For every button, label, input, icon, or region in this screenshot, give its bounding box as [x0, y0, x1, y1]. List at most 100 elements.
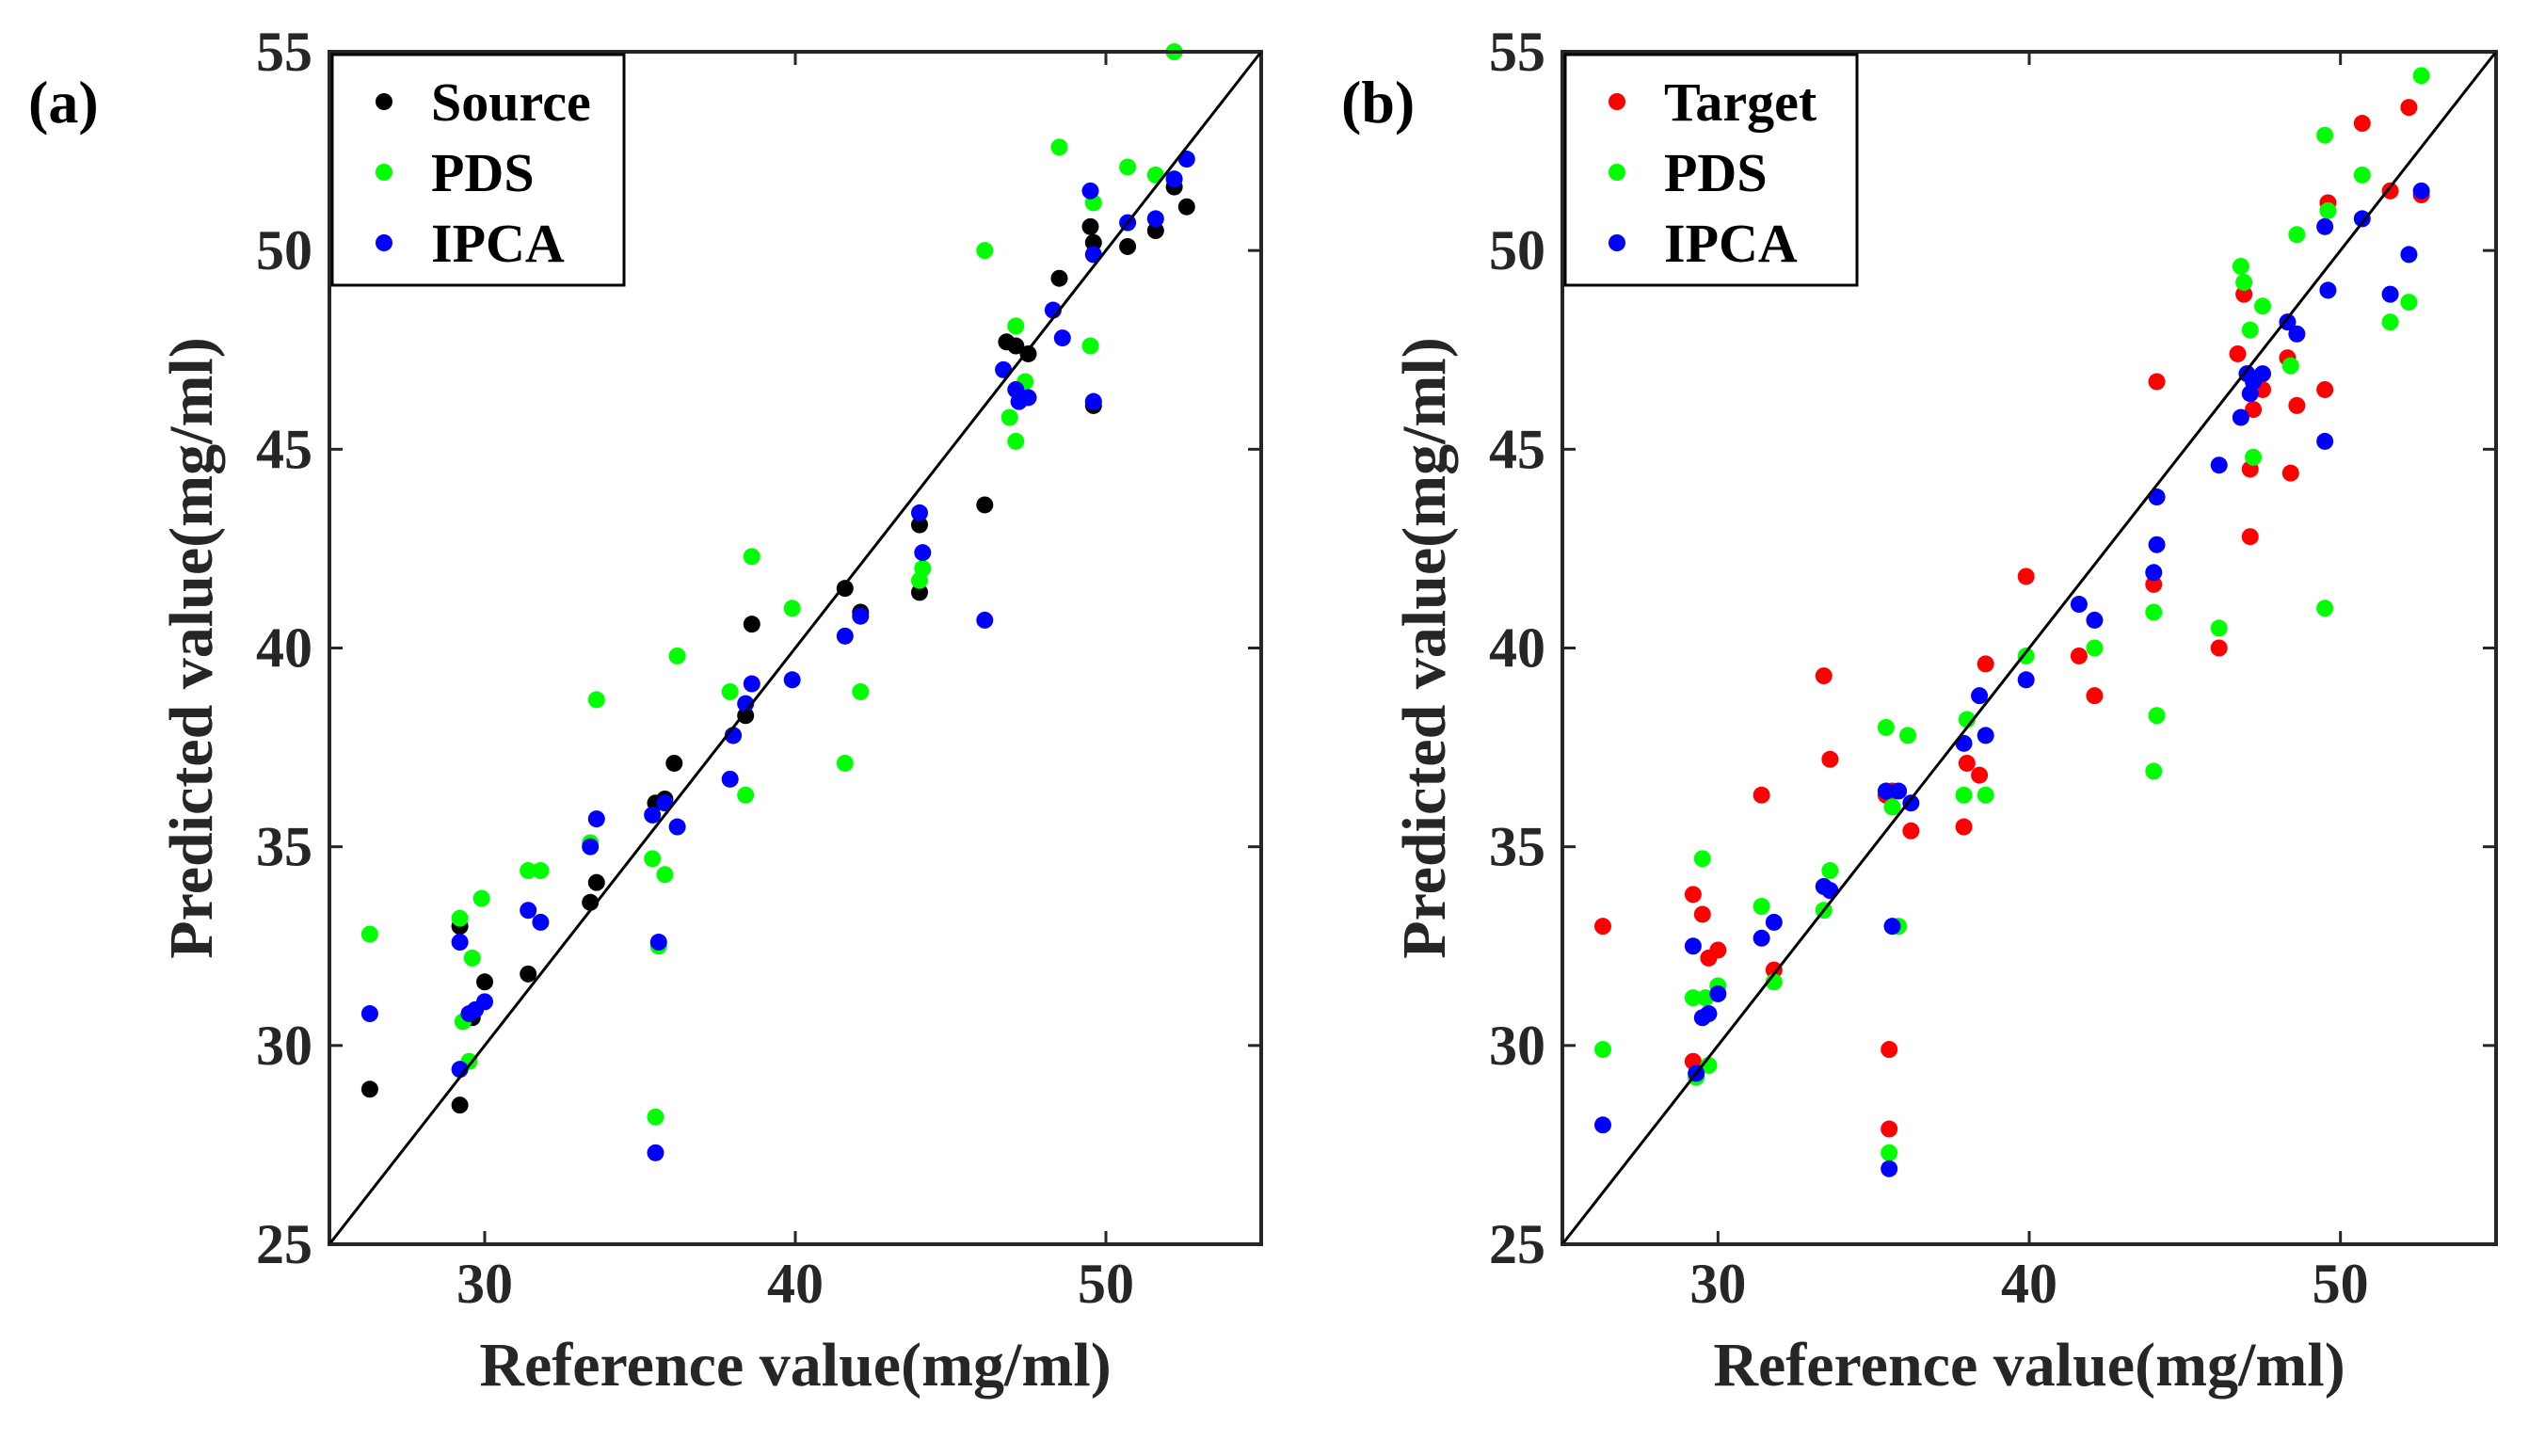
panel-a-legend-marker-pds: [376, 164, 392, 181]
panel-a-point-ipca-7: [532, 913, 550, 931]
panel-b-point-target-33: [2288, 396, 2306, 414]
panel-a-point-pds-1: [451, 909, 469, 927]
panel-a-point-source-17: [911, 584, 928, 601]
panel-b-point-target-36: [2353, 115, 2371, 133]
panel-a-point-source-12: [737, 707, 755, 725]
panel-b-point-pds-12: [1881, 1144, 1898, 1161]
panel-a-point-pds-11: [647, 1108, 664, 1126]
panel-a-x-tick-label-30: 30: [456, 1253, 513, 1315]
panel-b-point-target-34: [2316, 380, 2334, 398]
panel-b-point-ipca-34: [2319, 281, 2337, 299]
panel-a-point-pds-32: [1119, 158, 1137, 176]
panel-b-point-target-5: [1709, 941, 1727, 959]
panel-a-point-source-29: [1177, 198, 1195, 216]
panel-a-point-source-14: [836, 580, 854, 598]
panel-b-point-ipca-1: [1684, 937, 1702, 955]
panel-b-legend-marker-pds: [1609, 164, 1625, 181]
panel-a-label: (a): [28, 69, 99, 136]
panel-b-point-ipca-17: [1977, 727, 1994, 744]
panel-b-point-target-8: [1815, 667, 1833, 685]
panel-a-point-pds-18: [783, 600, 801, 617]
panel-b-point-pds-36: [2381, 313, 2399, 331]
panel-a-point-pds-9: [587, 691, 605, 709]
panel-b-point-pds-11: [1877, 718, 1895, 736]
panel-b-point-target-18: [1977, 655, 1994, 673]
panel-b-point-target-19: [2017, 568, 2035, 585]
panel-a-point-pds-0: [360, 925, 378, 943]
panel-a-point-source-5: [520, 965, 537, 983]
panel-a-point-source-7: [587, 873, 605, 891]
panel-b-point-pds-33: [2316, 600, 2334, 617]
panel-b-point-pds-23: [2148, 707, 2166, 725]
panel-b-point-target-25: [2229, 344, 2247, 362]
panel-b-legend-marker-ipca: [1609, 234, 1625, 251]
panel-b-x-axis-label: Reference value(mg/ml): [1713, 1331, 2345, 1400]
panel-b-point-ipca-31: [2288, 325, 2306, 343]
panel-b-y-tick-label-25: 25: [1489, 1213, 1545, 1275]
panel-a-point-ipca-35: [1146, 210, 1164, 228]
panel-a-legend-pds: PDS: [431, 142, 535, 203]
panel-a-y-tick-label-25: 25: [256, 1213, 312, 1275]
panel-b-point-ipca-18: [2017, 671, 2035, 689]
panel-b-point-target-37: [2381, 182, 2399, 200]
panel-b-point-target-20: [2070, 647, 2088, 664]
panel-a-y-tick-label-55: 55: [256, 21, 312, 83]
panel-a-point-pds-29: [1081, 337, 1099, 355]
panel-b-point-pds-24: [2210, 619, 2228, 637]
panel-b-point-ipca-38: [2412, 182, 2430, 200]
panel-b-point-pds-3: [1693, 850, 1711, 868]
panel-b-point-target-11: [1881, 1041, 1898, 1059]
panel-b-x-tick-label-40: 40: [2001, 1253, 2057, 1315]
panel-b-point-ipca-36: [2381, 285, 2399, 303]
panel-b-y-tick-label-35: 35: [1489, 816, 1545, 878]
panel-b-point-target-6: [1753, 786, 1770, 804]
panel-b-point-pds-19: [2017, 647, 2035, 664]
panel-b-point-target-3: [1693, 905, 1711, 923]
panel-a: 30 40 50 25 30 35 40 45 50 55 (a) Reference value…: [28, 21, 1263, 1400]
panel-a-legend-source: Source: [431, 72, 591, 133]
panel-a-point-pds-23: [976, 242, 994, 260]
panel-b-point-ipca-16: [1971, 687, 1989, 705]
panel-b-point-pds-20: [2086, 639, 2104, 657]
panel-b-point-ipca-24: [2210, 456, 2228, 474]
panel-a-legend-marker-source: [376, 93, 392, 110]
panel-a-point-ipca-22: [911, 504, 928, 521]
panel-a-point-ipca-24: [976, 611, 994, 629]
panel-a-point-ipca-36: [1165, 170, 1183, 188]
panel-a-y-tick-label-40: 40: [256, 617, 312, 680]
panel-a-point-source-13: [743, 616, 760, 633]
panel-a-point-pds-6: [520, 862, 537, 880]
panel-b-label: (b): [1341, 69, 1415, 136]
panel-b-legend: Target PDS IPCA: [1563, 53, 1859, 287]
panel-a-point-ipca-11: [647, 1144, 664, 1161]
panel-b-marks: [1593, 67, 2430, 1177]
panel-a-point-source-24: [1084, 233, 1102, 251]
panel-b-point-pds-29: [2254, 297, 2271, 315]
panel-b-point-ipca-6: [1753, 929, 1770, 947]
panel-b-point-target-16: [1958, 754, 1976, 772]
panel-a-point-pds-20: [852, 682, 870, 700]
panel-b-point-pds-31: [2288, 226, 2306, 244]
panel-b-point-ipca-13: [1890, 782, 1908, 800]
panel-b-point-target-27: [2241, 528, 2259, 546]
panel-b-point-ipca-7: [1765, 913, 1783, 931]
panel-b-legend-pds: PDS: [1664, 142, 1768, 203]
panel-a-identity-line: [328, 51, 1263, 1245]
panel-a-point-ipca-15: [721, 770, 739, 788]
panel-a-point-ipca-31: [1081, 182, 1099, 200]
panel-b-point-target-9: [1821, 750, 1839, 768]
panel-b-point-target-24: [2210, 639, 2228, 657]
panel-b-point-target-32: [2281, 464, 2299, 482]
panel-a-point-ipca-1: [451, 934, 469, 952]
panel-b-point-ipca-5: [1709, 984, 1727, 1002]
panel-b: 30 40 50 25 30 35 40 45 50 55 (b) Reference value…: [1341, 21, 2498, 1400]
panel-a-point-ipca-21: [852, 607, 870, 625]
panel-b-point-pds-22: [2145, 603, 2163, 621]
panel-a-y-axis-label: Predicted value(mg/ml): [157, 337, 226, 958]
panel-b-y-tick-label-45: 45: [1489, 418, 1545, 480]
panel-b-point-ipca-20: [2086, 611, 2104, 629]
panel-a-point-source-10: [665, 754, 683, 772]
panel-b-x-tick-label-50: 50: [2313, 1253, 2369, 1315]
panel-a-point-source-16: [911, 516, 928, 534]
